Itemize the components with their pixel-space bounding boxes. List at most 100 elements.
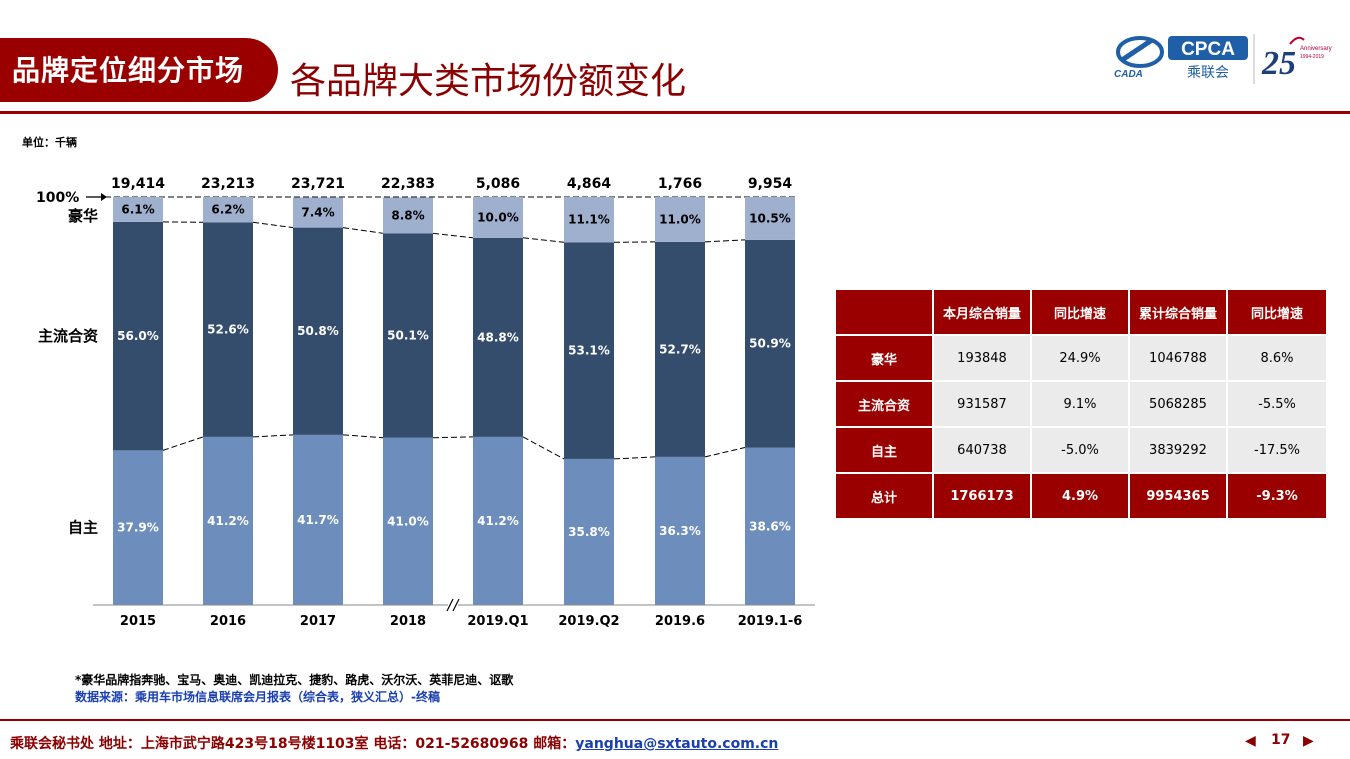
total-label: 1,766 xyxy=(658,176,702,192)
data-label: 8.8% xyxy=(391,208,424,222)
table-cell: 24.9% xyxy=(1030,334,1130,382)
data-label: 11.0% xyxy=(659,212,701,226)
total-label: 5,086 xyxy=(476,176,520,192)
table-cell: 1766173 xyxy=(932,472,1032,520)
data-label: 35.8% xyxy=(568,525,610,539)
cpca-logo-subtext: 乘联会 xyxy=(1187,65,1229,81)
anniversary-number: 25 xyxy=(1261,45,1296,82)
table-cell: -5.0% xyxy=(1030,426,1130,474)
bar-主流合资-2018 xyxy=(383,233,433,438)
bar-主流合资-2019.Q2 xyxy=(564,242,614,459)
bar-豪华-2016 xyxy=(203,197,253,223)
table-header-corner xyxy=(834,288,934,336)
connector-lines xyxy=(105,196,795,460)
data-label: 41.7% xyxy=(297,513,339,527)
cpca-logo-text: CPCA xyxy=(1181,39,1235,60)
footer-text: 乘联会秘书处 地址：上海市武宁路423号18号楼1103室 电话：021-526… xyxy=(10,733,778,753)
connector-line xyxy=(432,436,474,439)
table-cell: 193848 xyxy=(932,334,1032,382)
prev-page-icon[interactable]: ◀ xyxy=(1245,733,1256,749)
table-cell: 640738 xyxy=(932,426,1032,474)
data-label: 41.0% xyxy=(387,514,429,528)
axis-break-mark xyxy=(452,598,460,612)
table-cell: 8.6% xyxy=(1226,334,1328,382)
section-tag: 品牌定位细分市场 xyxy=(12,54,245,87)
data-label: 41.2% xyxy=(477,514,519,528)
row-label: 豪华 xyxy=(834,334,934,382)
data-source: 数据来源：乘用车市场信息联席会月报表（综合表，狭义汇总）-终稿 xyxy=(75,690,440,704)
table-total-row: 总计 1766173 4.9% 9954365 -9.3% xyxy=(834,472,1328,520)
unit-label: 单位：千辆 xyxy=(22,136,77,149)
table-header-ytd-yoy: 同比增速 xyxy=(1226,288,1328,336)
axis-break-mark xyxy=(446,598,454,612)
connector-line xyxy=(252,434,294,438)
table-header-row: 本月综合销量 同比增速 累计综合销量 同比增速 xyxy=(834,288,1328,336)
total-label: 4,864 xyxy=(567,176,612,192)
table-header-month-yoy: 同比增速 xyxy=(1030,288,1130,336)
data-label: 11.1% xyxy=(568,213,610,227)
table-cell: 931587 xyxy=(932,380,1032,428)
data-label: 10.0% xyxy=(477,210,519,224)
bar-自主-2017 xyxy=(293,434,343,605)
bar-豪华-2019.Q1 xyxy=(473,197,523,238)
bar-自主-2019.Q1 xyxy=(473,436,523,605)
table-cell: 5068285 xyxy=(1128,380,1228,428)
footer-email-link[interactable]: yanghua@sxtauto.com.cn xyxy=(575,736,779,752)
connector-line xyxy=(704,239,746,243)
chart-labels: 37.9% 56.0% 6.1% 19,414 41.2% 52.6% 6.2% 23,213… xyxy=(36,176,792,539)
data-label: 38.6% xyxy=(749,519,791,533)
table-row: 主流合资 931587 9.1% 5068285 -5.5% xyxy=(834,380,1328,428)
header-divider xyxy=(0,111,1350,114)
data-label: 52.6% xyxy=(207,323,249,337)
footer-address: 乘联会秘书处 地址：上海市武宁路423号18号楼1103室 电话：021-526… xyxy=(10,736,576,752)
x-tick-label: 2019.1-6 xyxy=(738,614,803,629)
next-page-icon[interactable]: ▶ xyxy=(1303,733,1314,749)
data-label: 50.1% xyxy=(387,329,429,343)
bar-豪华-2015 xyxy=(113,197,163,222)
total-label: 22,383 xyxy=(381,176,435,192)
sales-table: 本月综合销量 同比增速 累计综合销量 同比增速 豪华 193848 24.9% … xyxy=(834,288,1328,520)
table-row: 自主 640738 -5.0% 3839292 -17.5% xyxy=(834,426,1328,474)
data-label: 56.0% xyxy=(117,329,159,343)
chart-bars xyxy=(113,197,795,605)
x-tick-label: 2017 xyxy=(300,614,336,629)
table-cell: 3839292 xyxy=(1128,426,1228,474)
bar-自主-2019.6 xyxy=(655,456,705,605)
connector-line xyxy=(522,436,565,460)
table-cell: 4.9% xyxy=(1030,472,1130,520)
total-label: 23,213 xyxy=(201,176,255,192)
row-label: 主流合资 xyxy=(834,380,934,428)
bar-主流合资-2019.1-6 xyxy=(745,239,795,448)
total-label: 19,414 xyxy=(111,176,165,192)
connector-line xyxy=(522,237,565,243)
footnote: *豪华品牌指奔驰、宝马、奥迪、凯迪拉克、捷豹、路虎、沃尔沃、英菲尼迪、讴歌 xyxy=(75,673,514,687)
connector-line xyxy=(704,447,746,458)
footer-divider xyxy=(0,719,1350,721)
data-label: 48.8% xyxy=(477,330,519,344)
table-header-month-sales: 本月综合销量 xyxy=(932,288,1032,336)
page-title: 各品牌大类市场份额变化 xyxy=(290,61,687,102)
bar-自主-2015 xyxy=(113,450,163,605)
data-label: 6.1% xyxy=(121,202,154,216)
table-cell: 9.1% xyxy=(1030,380,1130,428)
bar-自主-2019.Q2 xyxy=(564,458,614,605)
axis-break-gap xyxy=(448,600,458,610)
series-label: 自主 xyxy=(68,519,98,537)
total-label: 23,721 xyxy=(291,176,345,192)
data-label: 36.3% xyxy=(659,524,701,538)
bar-豪华-2018 xyxy=(383,197,433,234)
page-number: 17 xyxy=(1271,732,1291,748)
top-100-label: 100% xyxy=(36,190,79,206)
bar-豪华-2019.Q2 xyxy=(564,197,614,243)
data-label: 52.7% xyxy=(659,342,701,356)
connector-line xyxy=(432,232,474,239)
bar-豪华-2019.6 xyxy=(655,197,705,242)
cada-logo-text: CADA xyxy=(1114,69,1143,80)
bar-自主-2018 xyxy=(383,437,433,605)
bar-主流合资-2015 xyxy=(113,221,163,451)
cpca-logo: CPCA 乘联会 xyxy=(1168,36,1248,81)
table-row: 豪华 193848 24.9% 1046788 8.6% xyxy=(834,334,1328,382)
connector-line xyxy=(252,221,294,229)
bar-豪华-2017 xyxy=(293,197,343,228)
x-tick-label: 2018 xyxy=(390,614,426,629)
